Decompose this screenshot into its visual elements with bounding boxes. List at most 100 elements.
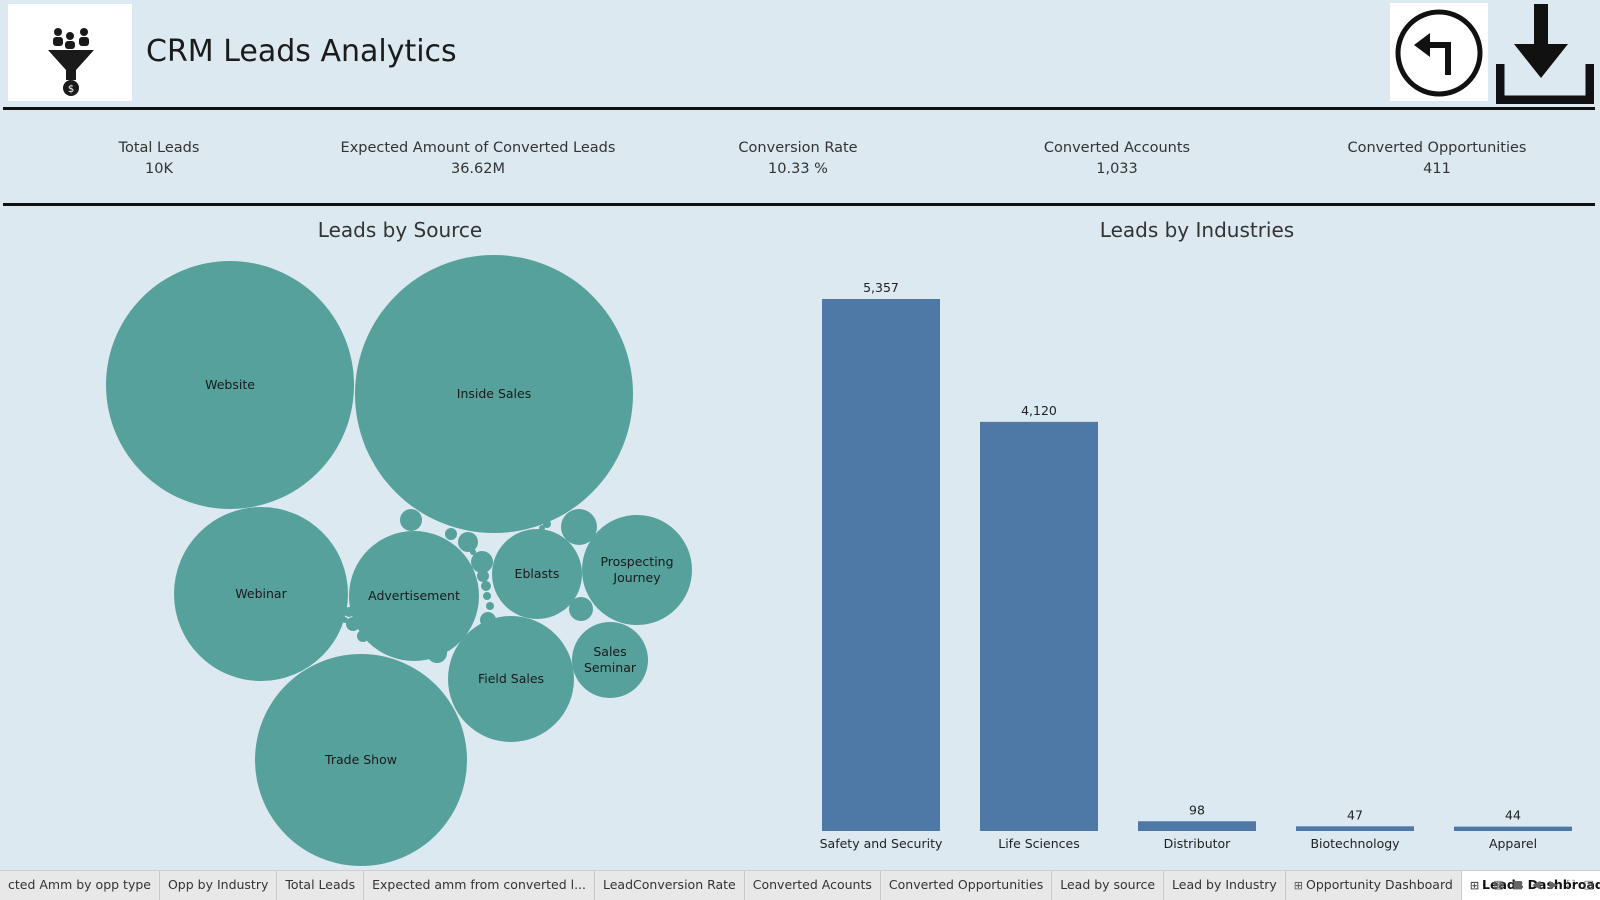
bubble-label: Webinar [235, 586, 287, 601]
source-bubble[interactable] [174, 507, 348, 681]
kpi-converted-accounts: Converted Accounts 1,033 [957, 138, 1277, 180]
source-bubble-small[interactable] [471, 551, 493, 573]
chart-title-leads-by-industries: Leads by Industries [1099, 218, 1295, 242]
bar[interactable] [1138, 821, 1256, 831]
bar[interactable] [822, 299, 940, 831]
kpi-value: 10K [145, 161, 173, 177]
sheet-tab[interactable]: Total Leads [277, 871, 365, 900]
source-bubble[interactable] [448, 616, 574, 742]
source-bubble-small[interactable] [458, 532, 478, 552]
sheet-tab[interactable]: Converted Opportunities [881, 871, 1053, 900]
kpi-label: Total Leads [118, 140, 200, 156]
sheet-tab-label: Total Leads [285, 877, 356, 892]
kpi-conversion-rate: Conversion Rate 10.33 % [638, 138, 958, 180]
bar-value-label: 44 [1505, 808, 1521, 823]
company-logo: $ [8, 4, 132, 101]
kpi-total-leads: Total Leads 10K [0, 138, 319, 180]
bar-value-label: 47 [1347, 807, 1363, 822]
sheet-tab[interactable]: Expected amm from converted l... [364, 871, 595, 900]
bubble-label: Field Sales [478, 671, 544, 686]
source-bubble-small[interactable] [481, 581, 491, 591]
sheet-tab[interactable]: Lead by Industry [1164, 871, 1286, 900]
category-label: Biotechnology [1310, 836, 1400, 851]
bubble-label: Journey [612, 570, 661, 585]
bubble-label: Eblasts [515, 566, 560, 581]
bubble-label: Website [205, 377, 255, 392]
category-label: Life Sciences [998, 836, 1079, 851]
grid-view-icon[interactable]: ▦ [1493, 878, 1504, 891]
bar-value-label: 98 [1189, 802, 1205, 817]
filmstrip-icon[interactable]: ■ [1512, 878, 1523, 891]
sheet-tab-label: Opp by Industry [167, 877, 269, 892]
fullscreen-icon[interactable]: ⛶ [1566, 878, 1575, 891]
source-bubble[interactable] [582, 515, 692, 625]
bar[interactable] [1454, 826, 1572, 831]
sheet-tab[interactable]: cted Amm by opp type [0, 871, 160, 900]
kpi-label: Expected Amount of Converted Leads [340, 140, 616, 156]
source-bubble[interactable] [349, 531, 479, 661]
kpi-value: 411 [1423, 161, 1451, 177]
header-divider [3, 107, 1595, 110]
bubble-label: Inside Sales [457, 386, 531, 401]
sheet-tab-label: Converted Opportunities [888, 877, 1044, 892]
bubble-label: Sales [593, 644, 626, 659]
bubble-label: Advertisement [368, 588, 460, 603]
source-bubble-small[interactable] [569, 597, 593, 621]
kpi-label: Conversion Rate [738, 140, 858, 156]
present-icon[interactable]: ◫ [1583, 878, 1594, 891]
sheet-tab[interactable]: Lead by source [1052, 871, 1165, 900]
sheet-tab[interactable]: ⊞ Opportunity Dashboard [1286, 871, 1462, 900]
sheet-tab-label: LeadConversion Rate [603, 877, 736, 892]
source-bubble-small[interactable] [477, 570, 489, 582]
sheet-tab[interactable]: ⊞ Leads Dashbroad [1461, 871, 1600, 900]
kpi-expected-amount: Expected Amount of Converted Leads 36.62… [318, 138, 638, 180]
prev-sheet-icon[interactable]: ◀ [1531, 878, 1541, 891]
source-bubble[interactable] [492, 529, 582, 619]
back-button[interactable] [1390, 3, 1488, 101]
download-icon [1495, 4, 1595, 105]
bubble-label: Seminar [584, 660, 637, 675]
category-label: Distributor [1164, 836, 1232, 851]
bar[interactable] [980, 421, 1098, 831]
sheet-tab-label: Expected amm from converted l... [372, 877, 586, 892]
next-sheet-icon[interactable]: ▶ [1549, 878, 1558, 891]
bar[interactable] [1296, 826, 1414, 831]
sheet-tab-label: Converted Acounts [752, 877, 872, 892]
category-label: Apparel [1489, 836, 1537, 851]
dashboard-icon: ⊞ [1469, 879, 1480, 892]
dashboard-icon: ⊞ [1293, 879, 1303, 892]
bar-value-label: 4,120 [1021, 403, 1057, 418]
download-button[interactable] [1495, 2, 1595, 105]
svg-text:$: $ [68, 84, 74, 95]
source-bubble-small[interactable] [445, 528, 457, 540]
chart-title-leads-by-source: Leads by Source [317, 218, 483, 242]
sheet-tabs: cted Amm by opp type Opp by Industry Total… [0, 871, 1600, 900]
kpi-divider [3, 203, 1595, 206]
sheet-tab-label: cted Amm by opp type [8, 877, 151, 892]
kpi-label: Converted Accounts [1043, 140, 1191, 156]
source-bubble-small[interactable] [486, 602, 494, 610]
source-bubble[interactable] [355, 255, 633, 533]
sheet-tab-label: Lead by Industry [1172, 877, 1277, 892]
leads-by-source-bubble-chart: Website Inside Sales Webinar Advertisement E… [106, 255, 692, 866]
sheet-tab[interactable]: LeadConversion Rate [595, 871, 745, 900]
category-label: Safety and Security [820, 836, 943, 851]
sheet-tab[interactable]: Converted Acounts [745, 871, 881, 900]
source-bubble-small[interactable] [470, 549, 476, 555]
page-title: CRM Leads Analytics [146, 34, 457, 69]
bubble-label: Prospecting [600, 554, 673, 569]
source-bubble-small[interactable] [400, 509, 422, 531]
bar-value-label: 5,357 [863, 280, 899, 295]
sheet-tab-label: Opportunity Dashboard [1306, 877, 1453, 892]
kpi-converted-opportunities: Converted Opportunities 411 [1277, 138, 1597, 180]
source-bubble-small[interactable] [561, 509, 597, 545]
sheet-tab[interactable]: Opp by Industry [160, 871, 278, 900]
source-bubble-small[interactable] [483, 592, 491, 600]
source-bubble[interactable] [572, 622, 648, 698]
sheet-tab-label: Lead by source [1060, 877, 1156, 892]
source-bubble[interactable] [255, 654, 467, 866]
source-bubble[interactable] [106, 261, 354, 509]
kpi-value: 36.62M [450, 161, 506, 177]
tab-navigation: ▦ ■ ◀ ▶ ⛶ ◫ [1493, 878, 1594, 892]
leads-by-industries-bar-chart: 5,357 Safety and Security 4,120 Life Scienc… [820, 280, 1572, 851]
